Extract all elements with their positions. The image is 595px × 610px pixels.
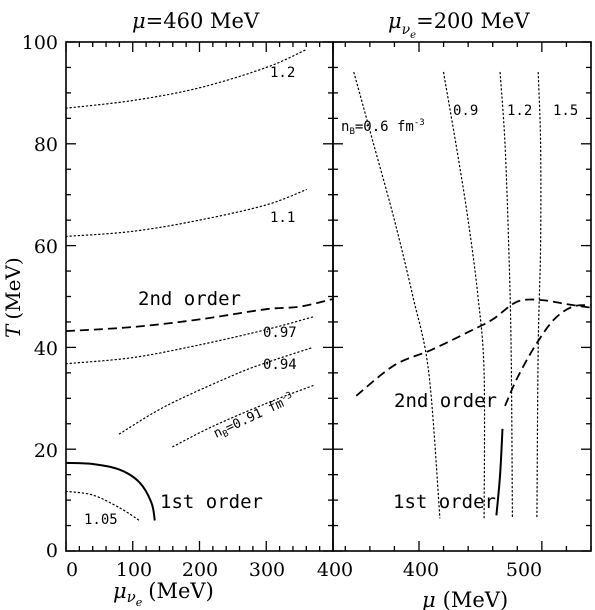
y-axis-label: T(MeV) — [1, 257, 25, 338]
dotted-curve-6 — [172, 385, 314, 448]
x-tick-label: 100 — [116, 559, 152, 581]
right-panel-annotations: nB=0.6 fm-3 0.9 1.2 1.5 2nd order 1st or… — [341, 103, 578, 513]
dashed-curve-5 — [355, 298, 592, 397]
first-order-label-left: 1st order — [160, 491, 263, 513]
contour-label-0-94: 0.94 — [263, 357, 297, 373]
x-tick-label: 300 — [249, 559, 285, 581]
second-order-label-right: 2nd order — [394, 390, 497, 412]
x-tick-label: 500 — [506, 559, 542, 581]
right-panel-title: μνe=200 MeV — [388, 9, 530, 41]
dotted-curve-5 — [118, 346, 314, 435]
left-panel-title: μ=460 MeV — [132, 9, 260, 33]
left-x-tick-labels: 0 100 200 300 — [66, 559, 285, 581]
dashed-curve-3 — [65, 298, 334, 332]
left-x-axis-label: μνe (MeV) — [113, 579, 214, 609]
contour-label-1-5: 1.5 — [553, 103, 578, 119]
contour-label-1-2-right: 1.2 — [507, 103, 532, 119]
dashed-curve-6 — [504, 304, 592, 407]
dotted-curve-8 — [65, 490, 140, 522]
contour-label-1-1: 1.1 — [270, 210, 295, 226]
first-order-label-right: 1st order — [393, 491, 496, 513]
contour-label-0-97: 0.97 — [263, 325, 297, 341]
y-tick-label: 20 — [34, 440, 58, 462]
left-panel-curves — [65, 49, 334, 522]
y-tick-label: 80 — [34, 134, 58, 156]
contour-label-nb-0-6: nB=0.6 fm-3 — [341, 118, 425, 137]
x-tick-label: 200 — [182, 559, 218, 581]
contour-label-nb-0-91: nB=0.91 fm-3 — [211, 390, 297, 443]
dotted-curve-4 — [536, 71, 542, 519]
y-tick-label: 100 — [22, 32, 58, 54]
x-tick-label: 0 — [66, 559, 78, 581]
y-tick-label: 60 — [34, 236, 58, 258]
right-panel-curves — [353, 71, 592, 519]
y-tick-label: 0 — [46, 540, 58, 562]
dotted-curve-4 — [65, 316, 314, 365]
solid-curve-7 — [495, 428, 504, 516]
second-order-label-left: 2nd order — [138, 288, 241, 310]
solid-curve-7 — [65, 461, 156, 521]
right-x-axis-label: μ (MeV) — [422, 588, 508, 610]
tick-marks — [65, 41, 592, 552]
y-tick-label: 40 — [34, 338, 58, 360]
x-tick-label: 400 — [403, 559, 439, 581]
dotted-curve-1 — [65, 49, 307, 109]
left-panel-annotations: 1.2 1.1 2nd order 0.97 0.94 nB=0.91 fm-3… — [84, 65, 297, 528]
contour-label-1-2: 1.2 — [270, 65, 295, 81]
x-tick-label: 400 — [317, 559, 353, 581]
dotted-curve-2 — [443, 71, 486, 519]
right-x-tick-labels: 400 400 500 — [317, 559, 542, 581]
contour-label-1-05: 1.05 — [84, 512, 118, 528]
dotted-curve-1 — [353, 71, 441, 519]
contour-label-0-9: 0.9 — [453, 103, 478, 119]
y-tick-labels: 0 20 40 60 80 100 — [22, 32, 58, 562]
